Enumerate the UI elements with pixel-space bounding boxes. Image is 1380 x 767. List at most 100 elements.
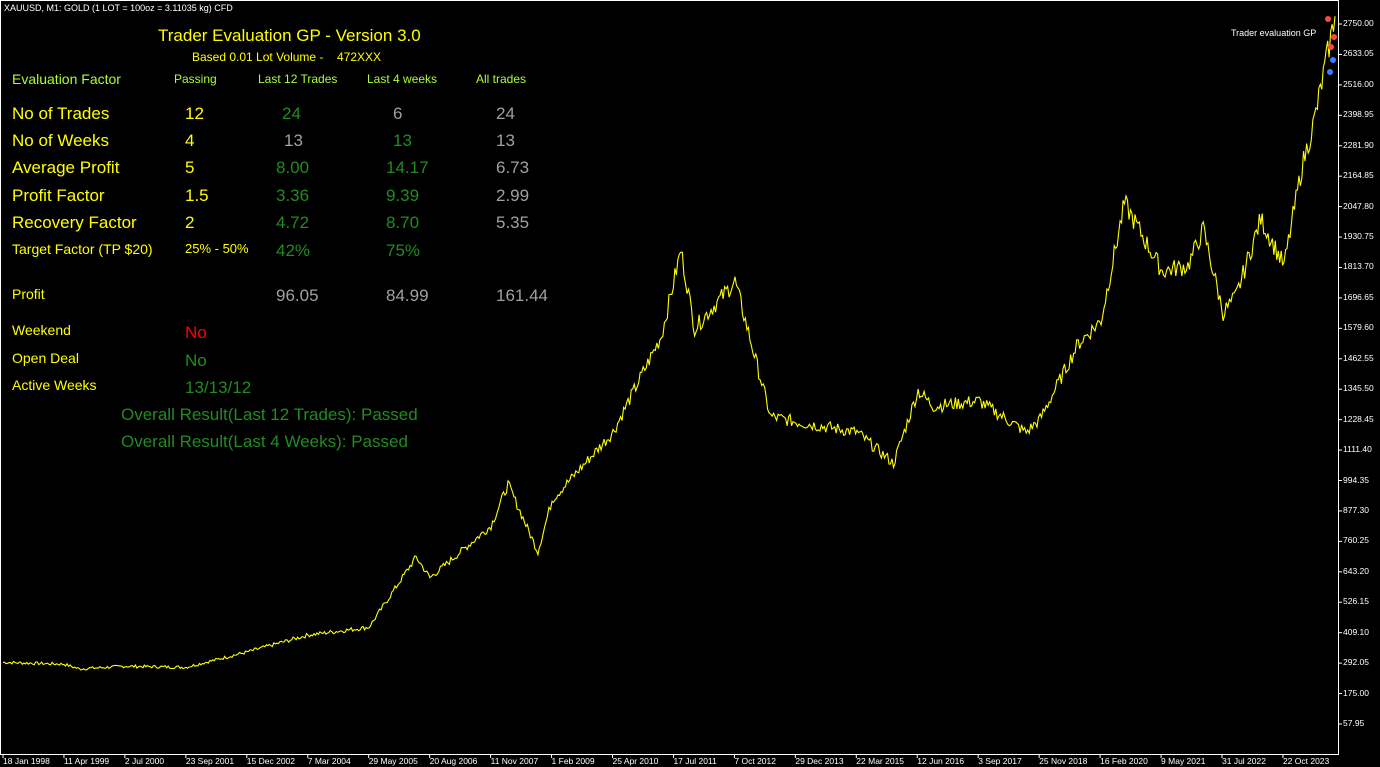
y-tick-label: 1696.65 — [1343, 291, 1374, 302]
overall-result-last-4w: Overall Result(Last 4 Weeks): Passed — [121, 432, 408, 451]
row-label-target-factor: Target Factor (TP $20) — [12, 241, 153, 257]
header-last-12-trades: Last 12 Trades — [258, 72, 338, 86]
y-tick-label: 1579.60 — [1343, 322, 1374, 333]
x-tick-label: 31 Jul 2022 — [1222, 756, 1266, 766]
last12-average-profit: 8.00 — [276, 158, 310, 177]
buy-marker-icon — [1330, 57, 1336, 63]
x-tick-label: 7 Mar 2004 — [307, 756, 351, 766]
all-average-profit: 6.73 — [496, 158, 530, 177]
y-tick-label: 2750.00 — [1343, 18, 1374, 28]
x-tick-label: 9 May 2021 — [1161, 756, 1206, 766]
all-recovery-factor: 5.35 — [496, 213, 530, 232]
symbol-info: XAUUSD, M1: GOLD (1 LOT = 100oz = 3.1103… — [4, 3, 233, 13]
x-tick-label: 23 Sep 2001 — [185, 756, 235, 766]
y-tick-label: 2633.05 — [1343, 48, 1374, 59]
y-tick-label: 292.05 — [1343, 657, 1369, 668]
passing-weeks: 4 — [185, 131, 195, 150]
y-tick-label: 1930.75 — [1343, 231, 1374, 242]
last12-recovery-factor: 4.72 — [276, 213, 310, 232]
active-weeks-label: Active Weeks — [12, 377, 97, 393]
open-deal-value: No — [185, 351, 207, 370]
price-axis — [1338, 23, 1342, 725]
x-tick-label: 29 Dec 2013 — [795, 756, 844, 766]
x-tick-label: 29 May 2005 — [368, 756, 418, 766]
last4w-trades: 6 — [393, 104, 403, 123]
x-tick-label: 12 Jun 2016 — [917, 756, 965, 766]
row-label-average-profit: Average Profit — [12, 158, 120, 177]
last4w-recovery-factor: 8.70 — [386, 213, 420, 232]
last4w-average-profit: 14.17 — [386, 158, 429, 177]
x-tick-label: 17 Jul 2011 — [673, 756, 717, 766]
header-last-4-weeks: Last 4 weeks — [367, 72, 438, 86]
account-number: 472XXX — [337, 50, 382, 64]
y-tick-label: 1228.45 — [1343, 413, 1374, 424]
y-tick-label: 57.95 — [1343, 718, 1365, 728]
y-tick-label: 2281.90 — [1343, 139, 1374, 150]
row-label-recovery-factor: Recovery Factor — [12, 213, 137, 232]
y-tick-label: 1462.55 — [1343, 352, 1374, 363]
price-line — [2, 16, 1336, 671]
x-tick-label: 18 Jan 1998 — [3, 756, 50, 766]
passing-trades: 12 — [185, 104, 204, 123]
x-tick-label: 7 Oct 2012 — [734, 756, 776, 766]
y-tick-label: 2164.85 — [1343, 170, 1374, 181]
all-trades: 24 — [496, 104, 515, 123]
y-tick-label: 994.35 — [1343, 474, 1369, 485]
x-tick-label: 16 Feb 2020 — [1100, 756, 1148, 766]
last4w-profit: 84.99 — [386, 286, 429, 305]
last4w-profit-factor: 9.39 — [386, 186, 420, 205]
overall-result-last-12: Overall Result(Last 12 Trades): Passed — [121, 405, 418, 424]
last12-weeks: 13 — [284, 131, 303, 150]
sell-marker-icon — [1325, 16, 1331, 22]
y-tick-label: 2047.80 — [1343, 200, 1374, 211]
y-tick-label: 643.20 — [1343, 565, 1369, 576]
active-weeks-value: 13/13/12 — [185, 378, 252, 397]
indicator-label: Trader evaluation GP — [1231, 28, 1317, 38]
y-tick-label: 1813.70 — [1343, 261, 1374, 272]
y-tick-label: 877.30 — [1343, 504, 1369, 515]
y-tick-label: 409.10 — [1343, 626, 1369, 637]
passing-target-factor: 25% - 50% — [185, 241, 249, 256]
x-tick-label: 22 Mar 2015 — [856, 756, 905, 766]
weekend-label: Weekend — [12, 322, 71, 338]
x-tick-label: 25 Apr 2010 — [612, 756, 659, 766]
header-evaluation-factor: Evaluation Factor — [12, 71, 121, 87]
y-tick-label: 1111.40 — [1343, 444, 1372, 455]
last12-profit: 96.05 — [276, 286, 319, 305]
x-tick-label: 11 Apr 1999 — [63, 756, 110, 766]
weekend-value: No — [185, 323, 207, 342]
open-deal-label: Open Deal — [12, 350, 79, 366]
y-tick-label: 175.00 — [1343, 687, 1369, 698]
last4w-target-factor: 75% — [386, 241, 421, 260]
last4w-weeks: 13 — [393, 131, 412, 150]
last12-target-factor: 42% — [276, 241, 311, 260]
chart-frame — [0, 0, 1339, 755]
passing-profit-factor: 1.5 — [185, 186, 209, 205]
passing-recovery-factor: 2 — [185, 213, 195, 232]
sell-marker-icon — [1331, 34, 1337, 40]
y-tick-label: 526.15 — [1343, 596, 1369, 607]
x-tick-label: 3 Sep 2017 — [978, 756, 1022, 766]
x-tick-label: 20 Aug 2006 — [429, 756, 478, 766]
x-tick-label: 22 Oct 2023 — [1282, 756, 1330, 766]
y-tick-label: 2398.95 — [1343, 109, 1374, 120]
header-passing: Passing — [174, 72, 217, 86]
trade-markers — [1325, 16, 1337, 75]
time-axis — [2, 754, 1284, 758]
all-profit: 161.44 — [496, 286, 548, 305]
x-tick-label: 1 Feb 2009 — [551, 756, 595, 766]
y-tick-label: 760.25 — [1343, 535, 1369, 546]
x-tick-label: 11 Nov 2007 — [490, 756, 539, 766]
panel-title: Trader Evaluation GP - Version 3.0 — [158, 26, 421, 45]
x-tick-label: 15 Dec 2002 — [246, 756, 295, 766]
row-label-trades: No of Trades — [12, 104, 110, 123]
all-profit-factor: 2.99 — [496, 186, 530, 205]
sell-marker-icon — [1328, 44, 1334, 50]
all-weeks: 13 — [496, 131, 515, 150]
header-all-trades: All trades — [476, 72, 527, 86]
last12-trades: 24 — [282, 104, 301, 123]
x-tick-label: 2 Jul 2000 — [124, 756, 165, 766]
row-label-profit-factor: Profit Factor — [12, 186, 105, 205]
row-label-profit: Profit — [12, 286, 45, 302]
